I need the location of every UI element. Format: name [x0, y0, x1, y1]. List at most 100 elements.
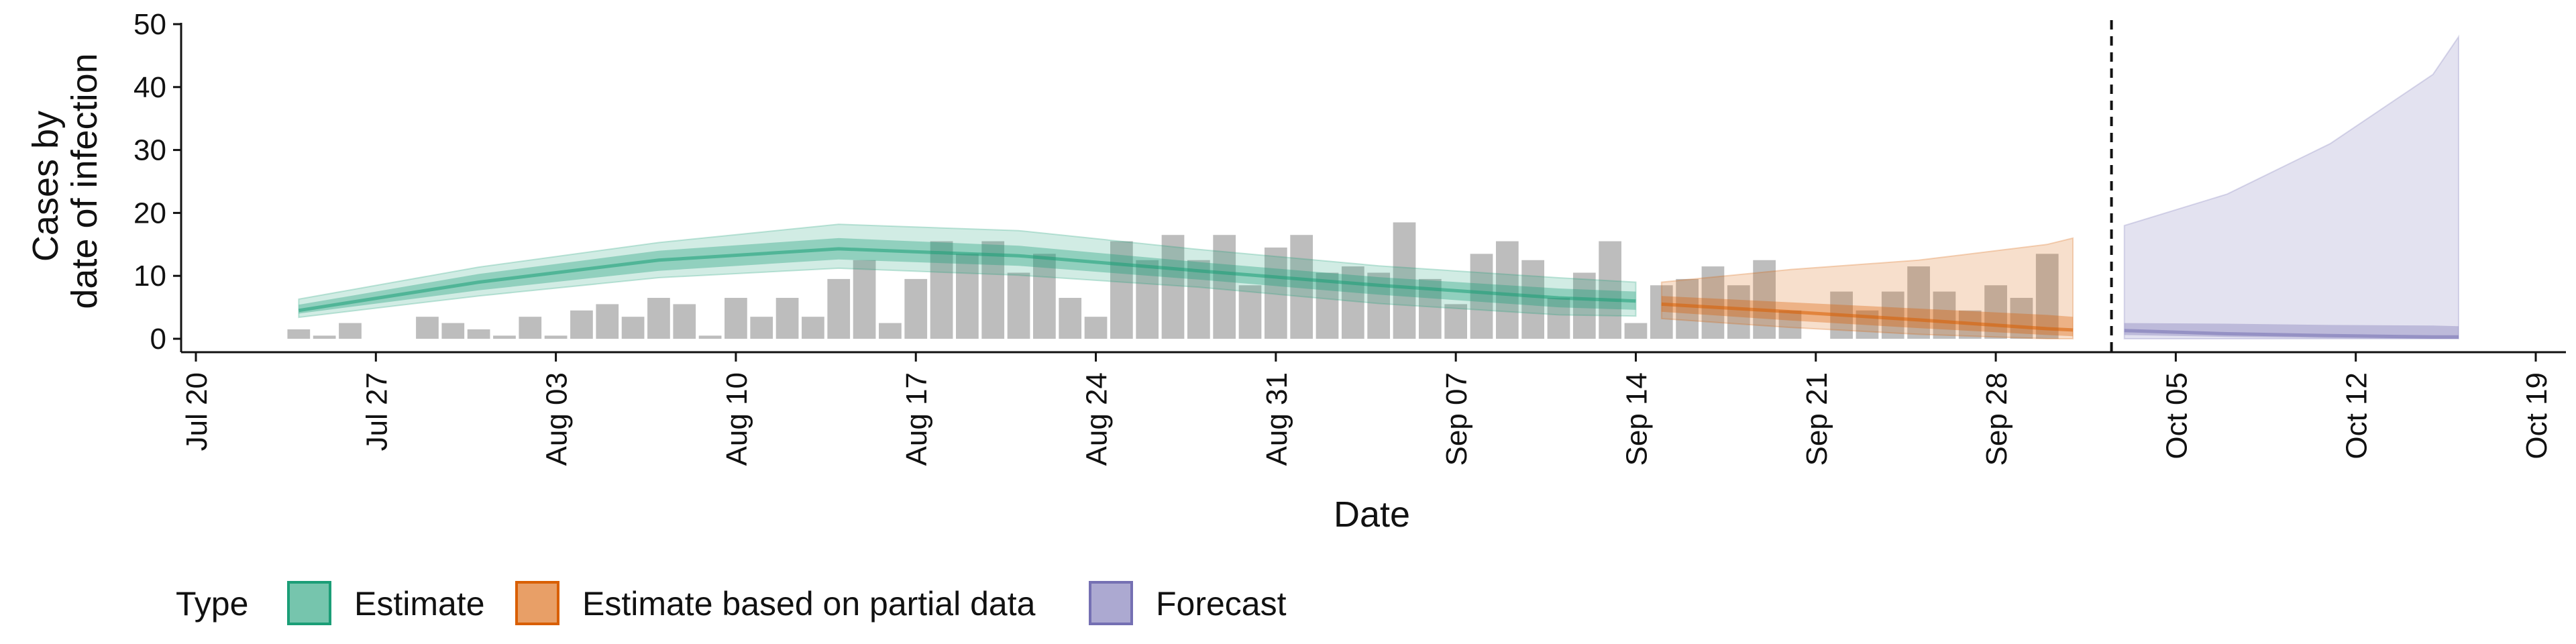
- axes: 0 10 20 30 40 50 Jul 20 Jul 27 Aug 03 Aug 10 Aug …: [133, 8, 2566, 466]
- bar: [1110, 241, 1133, 339]
- bar: [1753, 260, 1776, 339]
- bar: [904, 278, 928, 339]
- bar: [1290, 235, 1313, 339]
- y-tick-label: 30: [133, 134, 166, 167]
- legend-label: Estimate based on partial data: [582, 585, 1036, 623]
- bar: [1316, 272, 1339, 339]
- legend-title: Type: [176, 585, 248, 623]
- bar: [313, 335, 336, 339]
- bar: [1238, 285, 1262, 339]
- bar: [1136, 260, 1159, 339]
- ribbons-layer: [298, 34, 2459, 339]
- y-axis-title: Cases by date of infection: [25, 53, 105, 309]
- estimate-inner-band: [299, 237, 1636, 314]
- x-tick-label: Sep 28: [1980, 372, 2013, 466]
- bar: [1701, 266, 1725, 339]
- legend: Type Estimate Estimate based on partial d…: [176, 581, 1287, 625]
- x-tick-label: Sep 21: [1801, 372, 1833, 466]
- bar: [1778, 310, 1802, 339]
- bar: [750, 317, 773, 339]
- bar: [1161, 235, 1185, 339]
- bar: [827, 278, 851, 339]
- x-tick-label: Aug 31: [1260, 372, 1293, 466]
- bar: [1624, 323, 1648, 339]
- y-ticks: 0 10 20 30 40 50: [133, 8, 181, 356]
- bar: [1599, 241, 1621, 339]
- bar: [879, 323, 902, 339]
- bar: [647, 298, 670, 339]
- bar: [1033, 254, 1056, 339]
- bar: [1084, 317, 1108, 339]
- bar: [1341, 266, 1364, 339]
- bar: [287, 329, 311, 339]
- bar: [1650, 285, 1673, 339]
- bar: [519, 317, 542, 339]
- bar: [1521, 260, 1545, 339]
- bar: [1881, 291, 1904, 339]
- bar: [2035, 254, 2059, 339]
- x-ticks: Jul 20 Jul 27 Aug 03 Aug 10 Aug 17 Aug 24 Aug …: [180, 352, 2553, 466]
- y-axis-title-line-1: Cases by: [25, 111, 66, 262]
- bar: [1213, 235, 1236, 339]
- bar: [493, 335, 516, 339]
- legend-swatch: [1089, 581, 1133, 625]
- x-tick-label: Oct 19: [2520, 372, 2553, 460]
- bar: [1264, 247, 1287, 339]
- estimate-based-on-partial-data-outer-band: [1660, 237, 2074, 339]
- bar: [596, 304, 619, 339]
- x-tick-label: Sep 14: [1620, 372, 1653, 466]
- bar: [1187, 260, 1210, 339]
- estimate-based-on-partial-data-median-line: [1661, 302, 2074, 332]
- x-tick-label: Sep 07: [1440, 372, 1473, 466]
- forecast-median-line: [2124, 329, 2459, 339]
- legend-label: Forecast: [1156, 585, 1287, 623]
- bar: [1727, 285, 1750, 339]
- bar: [698, 335, 722, 339]
- x-tick-label: Oct 12: [2341, 372, 2373, 460]
- bar: [416, 317, 439, 339]
- y-tick-label: 10: [133, 260, 166, 292]
- bar: [2010, 298, 2033, 339]
- estimate-median-line: [298, 247, 1636, 313]
- bar: [1547, 298, 1570, 339]
- bar: [1444, 304, 1468, 339]
- bar: [1676, 278, 1699, 339]
- x-tick-label: Aug 10: [720, 372, 753, 466]
- estimate-outer-band: [298, 223, 1637, 319]
- legend-swatch: [287, 581, 331, 625]
- bar: [1495, 241, 1519, 339]
- bar: [930, 241, 953, 339]
- plot-area: [287, 20, 2459, 352]
- y-tick-label: 0: [150, 323, 166, 356]
- bars-layer: [287, 222, 2059, 339]
- x-tick-label: Aug 17: [900, 372, 933, 466]
- bar: [441, 323, 465, 339]
- bar: [724, 298, 747, 339]
- bar: [1007, 272, 1030, 339]
- bar: [802, 317, 824, 339]
- legend-label: Estimate: [354, 585, 485, 623]
- x-tick-label: Aug 03: [541, 372, 574, 466]
- bar: [673, 304, 696, 339]
- bar: [853, 260, 876, 339]
- x-tick-label: Aug 24: [1081, 372, 1114, 466]
- bar: [1059, 298, 1082, 339]
- x-tick-label: Oct 05: [2160, 372, 2193, 460]
- bar: [1984, 285, 2007, 339]
- bar: [570, 310, 593, 339]
- y-tick-label: 40: [133, 71, 166, 104]
- bar: [1572, 272, 1596, 339]
- bar: [339, 323, 362, 339]
- bar: [1933, 291, 1956, 339]
- y-axis-title-line-2: date of infection: [64, 53, 105, 309]
- bar: [981, 241, 1005, 339]
- x-axis-title: Date: [1334, 494, 1410, 535]
- bar: [544, 335, 568, 339]
- bar: [775, 298, 799, 339]
- y-tick-label: 50: [133, 8, 166, 41]
- legend-swatch: [515, 581, 559, 625]
- bar: [621, 317, 645, 339]
- y-tick-label: 20: [133, 197, 166, 229]
- x-tick-label: Jul 27: [360, 372, 393, 451]
